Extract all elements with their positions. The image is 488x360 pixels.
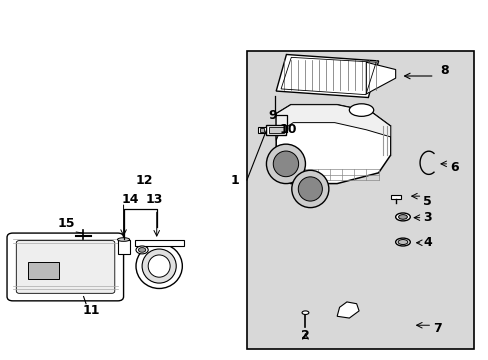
Ellipse shape — [395, 213, 409, 221]
Polygon shape — [336, 302, 358, 318]
Bar — [246, 51, 473, 348]
Text: 1: 1 — [230, 174, 239, 186]
Text: 5: 5 — [422, 195, 431, 208]
Ellipse shape — [291, 170, 328, 208]
Ellipse shape — [298, 177, 322, 201]
Text: 7: 7 — [432, 322, 441, 335]
Ellipse shape — [395, 238, 409, 246]
Ellipse shape — [273, 151, 298, 177]
Ellipse shape — [148, 255, 170, 277]
Bar — [390, 195, 400, 199]
Polygon shape — [276, 105, 390, 184]
Text: 4: 4 — [422, 236, 431, 249]
Bar — [118, 240, 130, 253]
Text: 9: 9 — [267, 109, 276, 122]
Polygon shape — [276, 54, 378, 98]
Bar — [135, 240, 183, 246]
Ellipse shape — [397, 239, 407, 244]
Polygon shape — [366, 62, 395, 94]
Ellipse shape — [142, 249, 176, 283]
Text: 15: 15 — [58, 216, 75, 230]
Ellipse shape — [117, 238, 129, 241]
Text: 8: 8 — [439, 64, 448, 77]
Text: 10: 10 — [279, 123, 297, 136]
Text: 14: 14 — [121, 193, 139, 206]
Bar — [266, 125, 285, 135]
Text: 12: 12 — [136, 174, 153, 186]
Ellipse shape — [136, 246, 148, 254]
Bar — [259, 128, 264, 132]
Ellipse shape — [266, 144, 305, 184]
FancyBboxPatch shape — [7, 233, 123, 301]
Ellipse shape — [348, 104, 373, 116]
Text: 11: 11 — [82, 305, 100, 318]
Text: 6: 6 — [449, 161, 458, 174]
Text: 13: 13 — [145, 193, 163, 206]
Bar — [27, 262, 59, 279]
Ellipse shape — [136, 244, 182, 288]
Ellipse shape — [302, 311, 308, 315]
Text: 3: 3 — [422, 211, 431, 224]
Ellipse shape — [398, 215, 407, 219]
Polygon shape — [276, 105, 390, 140]
Text: 2: 2 — [301, 329, 309, 342]
Bar — [268, 127, 283, 134]
Bar — [257, 127, 266, 134]
FancyBboxPatch shape — [16, 240, 115, 293]
Ellipse shape — [138, 248, 145, 252]
